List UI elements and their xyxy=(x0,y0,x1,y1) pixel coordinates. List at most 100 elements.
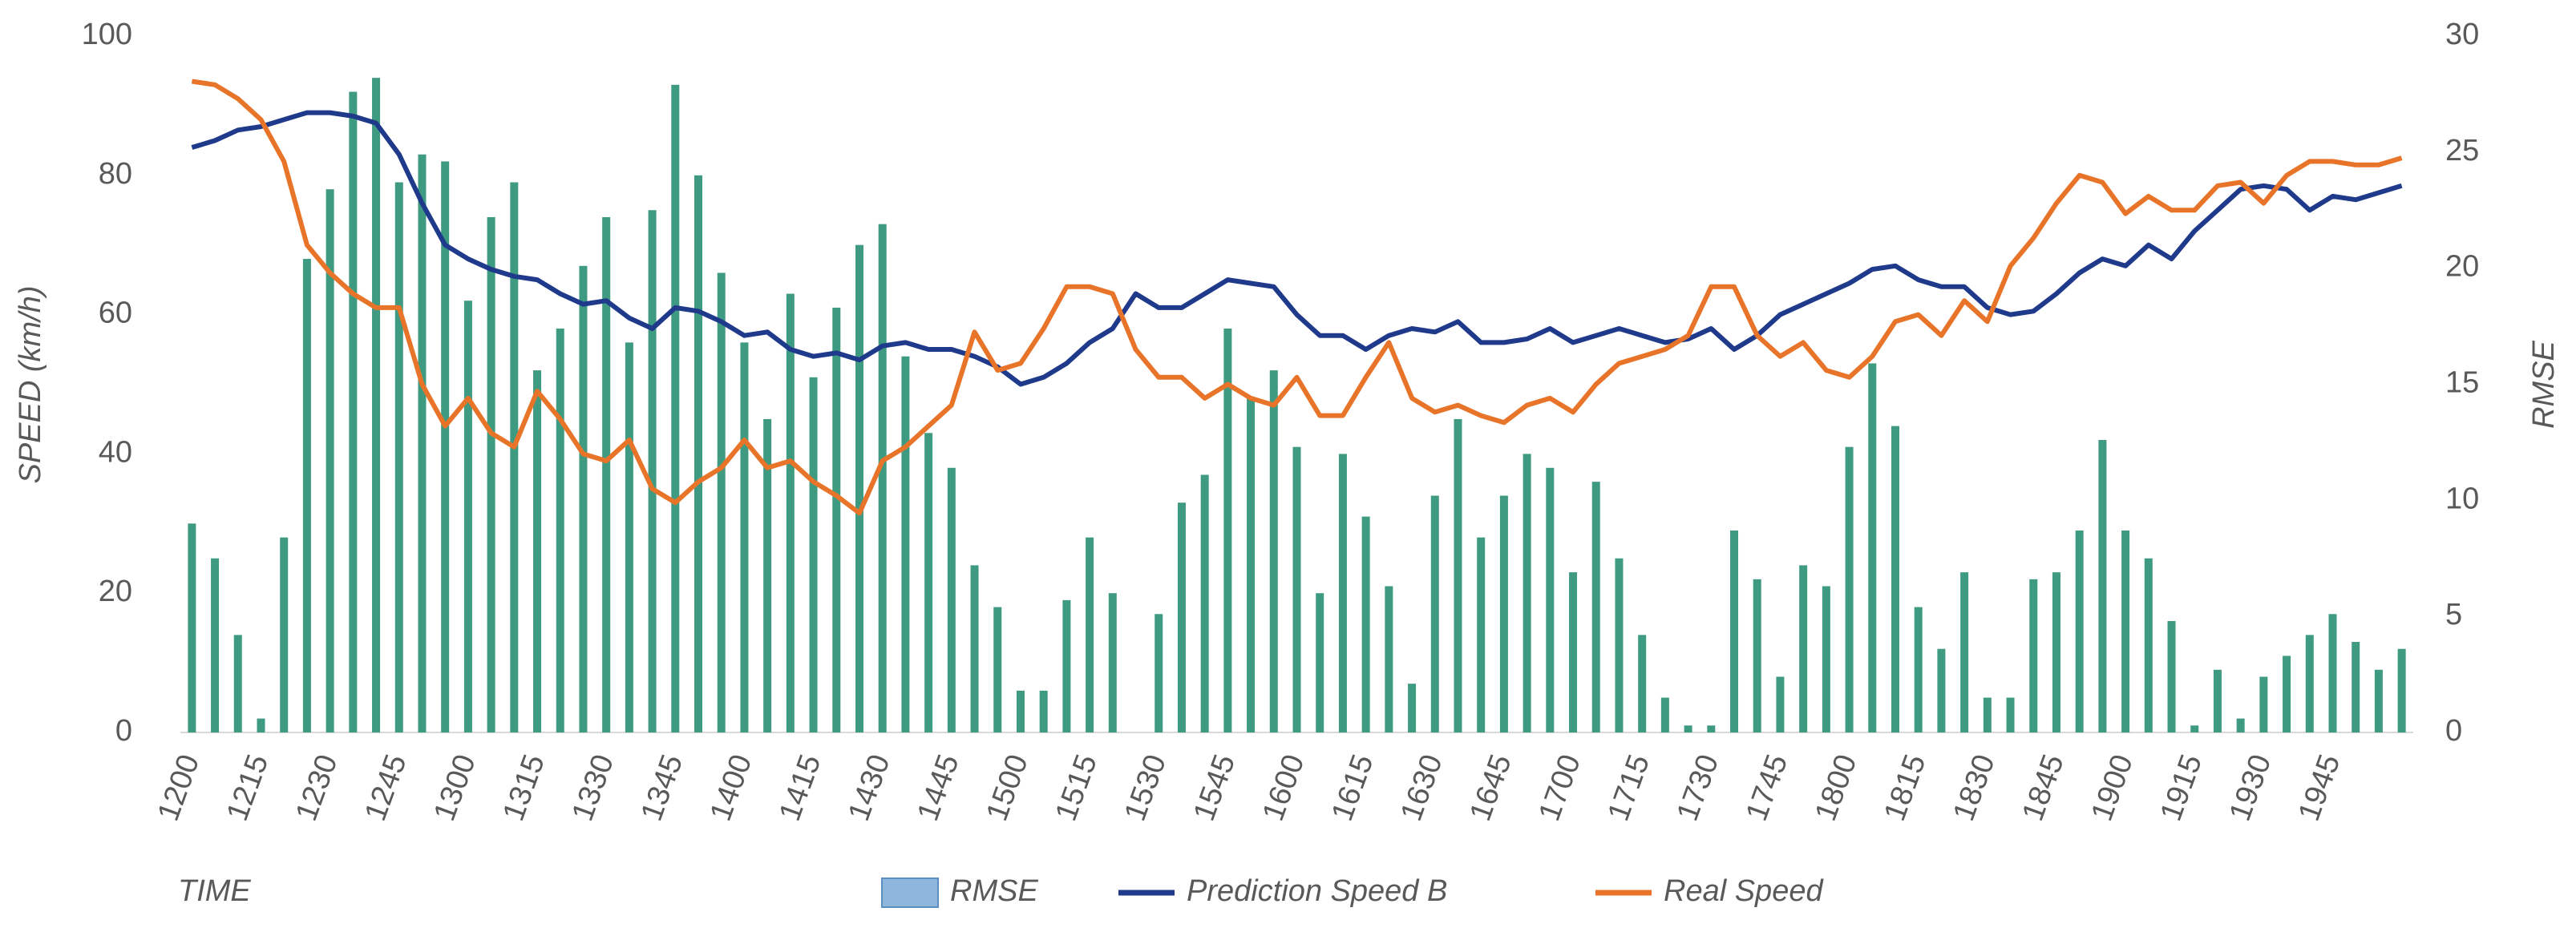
legend-swatch xyxy=(881,878,939,908)
bar xyxy=(1200,474,1209,732)
bar xyxy=(1477,537,1486,732)
line xyxy=(191,79,2403,516)
bar xyxy=(1338,454,1347,732)
bar xyxy=(717,272,726,733)
bar xyxy=(855,244,863,732)
x-axis-title: TIME xyxy=(178,874,251,908)
bar xyxy=(671,84,680,732)
bar xyxy=(2121,530,2130,732)
bar xyxy=(1499,495,1508,732)
bar xyxy=(993,607,1002,732)
bar xyxy=(1408,684,1417,732)
bar xyxy=(1822,586,1830,732)
bar xyxy=(947,467,956,732)
bar xyxy=(1960,572,1969,732)
bar xyxy=(832,307,841,732)
bar xyxy=(2213,669,2222,732)
y-tick-label: 40 xyxy=(99,435,132,469)
bar xyxy=(441,161,450,733)
bar xyxy=(1316,593,1324,732)
y2-tick-label: 20 xyxy=(2445,250,2479,284)
bar xyxy=(1269,370,1278,732)
bar xyxy=(257,718,265,732)
bar xyxy=(1086,537,1094,732)
bar xyxy=(1177,502,1186,732)
y-axis-title: SPEED (km/h) xyxy=(14,285,47,483)
bar xyxy=(2283,656,2291,732)
y2-tick-label: 15 xyxy=(2445,366,2479,400)
bar xyxy=(1684,725,1692,732)
bar xyxy=(1546,467,1555,732)
bar xyxy=(2144,558,2153,732)
bar xyxy=(763,418,772,732)
y-tick-label: 0 xyxy=(115,714,132,748)
bar xyxy=(1638,635,1647,732)
bar xyxy=(1591,482,1600,732)
y2-tick-label: 25 xyxy=(2445,134,2479,167)
bar xyxy=(694,175,703,733)
y2-tick-label: 10 xyxy=(2445,482,2479,515)
bar xyxy=(579,265,588,732)
bar xyxy=(2029,579,2038,732)
bar xyxy=(1753,579,1761,732)
bar xyxy=(2075,530,2084,732)
bar xyxy=(1799,565,1808,732)
y-tick-label: 100 xyxy=(82,18,132,51)
y2-tick-label: 30 xyxy=(2445,18,2479,51)
bar xyxy=(1868,363,1877,732)
bar xyxy=(924,433,933,732)
bar xyxy=(2374,669,2383,732)
bar xyxy=(625,342,633,732)
bar xyxy=(1361,516,1370,732)
bar xyxy=(970,565,979,732)
bar xyxy=(2305,635,2314,732)
bar xyxy=(2190,725,2199,732)
bar xyxy=(648,210,657,732)
bar xyxy=(2098,440,2107,732)
line xyxy=(191,110,2403,387)
bar xyxy=(1914,607,1923,732)
bar xyxy=(1660,697,1669,732)
bar xyxy=(740,342,749,732)
bar xyxy=(1155,614,1163,732)
bar xyxy=(372,78,381,732)
bar xyxy=(326,189,334,732)
bar xyxy=(1845,446,1854,732)
bar xyxy=(1247,397,1256,732)
bar xyxy=(1039,690,1048,732)
bar xyxy=(510,182,519,733)
bar xyxy=(556,328,564,732)
bar xyxy=(1615,558,1624,732)
bar xyxy=(1569,572,1578,732)
bar xyxy=(1523,454,1531,732)
legend-label: Real Speed xyxy=(1664,874,1824,908)
bar xyxy=(901,356,910,732)
bar xyxy=(487,216,495,732)
bar xyxy=(533,370,542,732)
y-tick-label: 20 xyxy=(99,575,132,608)
bar xyxy=(2167,620,2176,732)
bar xyxy=(418,154,427,733)
bar xyxy=(2328,614,2337,732)
bar xyxy=(1707,725,1716,732)
bar xyxy=(1937,648,1946,732)
bar xyxy=(211,558,220,732)
bar xyxy=(809,377,818,732)
bar xyxy=(188,523,196,732)
legend-label: RMSE xyxy=(950,874,1038,908)
bar xyxy=(394,182,403,733)
bar xyxy=(1983,697,1992,732)
bar xyxy=(602,216,611,732)
bar xyxy=(1891,426,1899,732)
bar xyxy=(233,635,242,732)
y-tick-label: 80 xyxy=(99,157,132,191)
bar xyxy=(1016,690,1025,732)
bar xyxy=(1385,586,1393,732)
bar xyxy=(463,301,472,733)
bar xyxy=(1776,676,1785,732)
bar xyxy=(1454,418,1462,732)
y-tick-label: 60 xyxy=(99,297,132,330)
legend-label: Prediction Speed B xyxy=(1187,874,1447,908)
bar xyxy=(2052,572,2060,732)
bar xyxy=(2259,676,2268,732)
